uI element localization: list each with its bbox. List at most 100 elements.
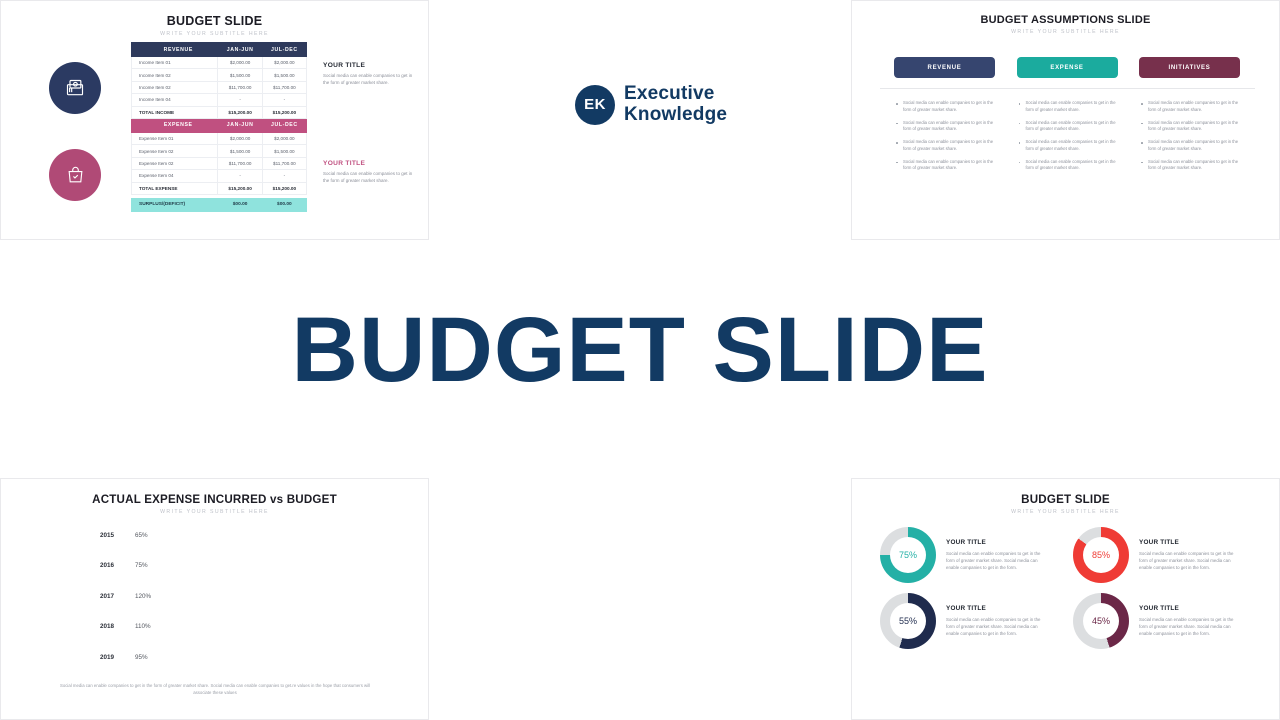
slide-budget-table[interactable]: BUDGET SLIDE WRITE YOUR SUBTITLE HERE RE… bbox=[0, 0, 429, 240]
note-body: Social media can enable companies to get… bbox=[323, 171, 413, 183]
donut-title: YOUR TITLE bbox=[946, 538, 986, 546]
page-title: BUDGET SLIDE bbox=[1021, 493, 1110, 506]
donut-title: YOUR TITLE bbox=[1139, 604, 1179, 612]
bar-value-label: 120% bbox=[135, 592, 152, 600]
donut-text: YOUR TITLE Social media can enable compan… bbox=[946, 605, 1046, 637]
bar-category-label: 2018 bbox=[100, 623, 115, 631]
list-item: Social media can enable companies to get… bbox=[1139, 120, 1240, 133]
note-title: YOUR TITLE bbox=[323, 62, 366, 69]
list-item: Social media can enable companies to get… bbox=[1139, 100, 1240, 113]
column-header: JAN-JUN bbox=[217, 42, 263, 57]
column-header: EXPENSE bbox=[130, 117, 219, 133]
donut-item: 55% YOUR TITLE Social media can enable com… bbox=[880, 593, 1059, 649]
pill-initiatives[interactable]: INITIATIVES bbox=[1139, 57, 1240, 78]
page-subtitle: WRITE YOUR SUBTITLE HERE bbox=[160, 509, 269, 515]
note-title: YOUR TITLE bbox=[323, 160, 366, 167]
donut-chart: 75% bbox=[880, 527, 936, 583]
table-row: Income Item 02 $11,700.00 $11,700.00 bbox=[130, 80, 308, 95]
bar-category-label: 2019 bbox=[100, 653, 115, 661]
page-title: BUDGET SLIDE bbox=[166, 14, 263, 28]
list-item: Social media can enable companies to get… bbox=[894, 139, 995, 152]
donut-value-label: 45% bbox=[1083, 603, 1119, 639]
bar-value-label: 110% bbox=[135, 623, 151, 631]
pill-revenue[interactable]: REVENUE bbox=[894, 57, 995, 78]
table-row: Expense Item 04 - - bbox=[130, 169, 308, 183]
list-item: Social media can enable companies to get… bbox=[1017, 159, 1118, 172]
brand-name-line1: Executive bbox=[624, 83, 715, 104]
donut-body: Social media can enable companies to get… bbox=[946, 616, 1041, 637]
bullet-list: Social media can enable companies to get… bbox=[1017, 100, 1118, 172]
assumption-column-revenue: REVENUE Social media can enable companie… bbox=[894, 57, 995, 178]
column-header: JUL-DEC bbox=[261, 42, 308, 57]
table-header-expense: EXPENSE JAN-JUN JUL-DEC bbox=[130, 117, 308, 133]
slide-budget-donuts[interactable]: BUDGET SLIDE WRITE YOUR SUBTITLE HERE 75… bbox=[851, 478, 1280, 720]
donut-item: 75% YOUR TITLE Social media can enable com… bbox=[880, 527, 1059, 583]
donut-item: 85% YOUR TITLE Social media can enable com… bbox=[1073, 527, 1252, 583]
donut-body: Social media can enable companies to get… bbox=[1139, 550, 1234, 571]
brand-name-line2: Knowledge bbox=[624, 103, 728, 125]
shopping-bag-icon bbox=[49, 149, 101, 201]
list-item: Social media can enable companies to get… bbox=[1017, 139, 1118, 152]
page-subtitle: WRITE YOUR SUBTITLE HERE bbox=[160, 31, 269, 37]
budget-table[interactable]: REVENUE JAN-JUN JUL-DEC Income Item 01 $… bbox=[130, 42, 308, 212]
list-item: Social media can enable companies to get… bbox=[1017, 120, 1118, 133]
bullet-list: Social media can enable companies to get… bbox=[894, 100, 995, 172]
column-header: REVENUE bbox=[130, 42, 219, 57]
money-bill-icon bbox=[49, 62, 101, 114]
brand-monogram: EK bbox=[575, 84, 615, 125]
hero-title: BUDGET SLIDE bbox=[291, 299, 989, 401]
slide-budget-assumptions[interactable]: BUDGET ASSUMPTIONS SLIDE WRITE YOUR SUBT… bbox=[851, 0, 1280, 240]
page-title: ACTUAL EXPENSE INCURRED vs BUDGET bbox=[92, 493, 337, 506]
donut-chart: 55% bbox=[880, 593, 936, 649]
donut-value-label: 85% bbox=[1083, 537, 1119, 573]
note-revenue: YOUR TITLE Social media can enable compa… bbox=[323, 62, 415, 87]
bar-value-label: 65% bbox=[135, 531, 148, 539]
table-row: Expense Item 02 $1,500.00 $1,500.00 bbox=[130, 144, 308, 158]
pill-expense[interactable]: EXPENSE bbox=[1016, 57, 1118, 78]
table-row: Income Item 04 - - bbox=[130, 93, 308, 107]
page-subtitle: WRITE YOUR SUBTITLE HERE bbox=[1011, 29, 1120, 35]
donut-body: Social media can enable companies to get… bbox=[946, 550, 1041, 571]
assumption-column-initiatives: INITIATIVES Social media can enable comp… bbox=[1139, 57, 1240, 178]
assumption-columns: REVENUE Social media can enable companie… bbox=[894, 57, 1240, 178]
brand-wordmark: Executive Knowledge bbox=[624, 83, 728, 125]
page-title: BUDGET ASSUMPTIONS SLIDE bbox=[980, 14, 1151, 26]
donut-title: YOUR TITLE bbox=[946, 604, 986, 612]
donut-body: Social media can enable companies to get… bbox=[1139, 616, 1234, 637]
bar-category-label: 2017 bbox=[100, 592, 115, 600]
column-header: JUL-DEC bbox=[261, 117, 308, 133]
table-spacer bbox=[131, 194, 307, 199]
bar-category-label: 2016 bbox=[100, 562, 115, 570]
page-subtitle: WRITE YOUR SUBTITLE HERE bbox=[1011, 509, 1120, 515]
list-item: Social media can enable companies to get… bbox=[1139, 139, 1240, 152]
divider bbox=[880, 88, 1255, 89]
donut-text: YOUR TITLE Social media can enable compan… bbox=[946, 539, 1046, 571]
list-item: Social media can enable companies to get… bbox=[894, 100, 995, 113]
list-item: Social media can enable companies to get… bbox=[894, 159, 995, 172]
bar-value-label: 75% bbox=[135, 562, 148, 570]
donut-text: YOUR TITLE Social media can enable compan… bbox=[1139, 605, 1239, 637]
donut-value-label: 55% bbox=[890, 603, 926, 639]
note-body: Social media can enable companies to get… bbox=[323, 73, 413, 85]
bar-category-label: 2015 bbox=[100, 531, 115, 539]
table-row-total-income: TOTAL INCOME $15,200.00 $15,200.00 bbox=[130, 105, 308, 119]
donut-chart-grid: 75% YOUR TITLE Social media can enable com… bbox=[880, 527, 1252, 649]
table-row: Income Item 02 $1,500.00 $1,500.00 bbox=[130, 68, 308, 82]
donut-chart: 85% bbox=[1073, 527, 1129, 583]
list-item: Social media can enable companies to get… bbox=[1139, 159, 1240, 172]
donut-chart: 45% bbox=[1073, 593, 1129, 649]
donut-text: YOUR TITLE Social media can enable compan… bbox=[1139, 539, 1239, 571]
bar-value-label: 95% bbox=[135, 653, 148, 661]
list-item: Social media can enable companies to get… bbox=[1017, 100, 1118, 113]
table-row-total-expense: TOTAL EXPENSE $15,200.00 $15,200.00 bbox=[130, 181, 308, 195]
donut-title: YOUR TITLE bbox=[1139, 538, 1179, 546]
donut-value-label: 75% bbox=[890, 537, 926, 573]
assumption-column-expense: EXPENSE Social media can enable companie… bbox=[1016, 57, 1118, 178]
table-header-revenue: REVENUE JAN-JUN JUL-DEC bbox=[130, 42, 308, 57]
bullet-list: Social media can enable companies to get… bbox=[1139, 100, 1240, 172]
table-row: Income Item 01 $2,000.00 $2,000.00 bbox=[130, 55, 308, 70]
chart-caption: Social media can enable companies to get… bbox=[59, 683, 371, 696]
table-row-surplus: SURPLUS/(DEFICIT) $00.00 $00.00 bbox=[130, 197, 308, 212]
table-row: Expense Item 01 $2,000.00 $2,000.00 bbox=[130, 131, 308, 146]
